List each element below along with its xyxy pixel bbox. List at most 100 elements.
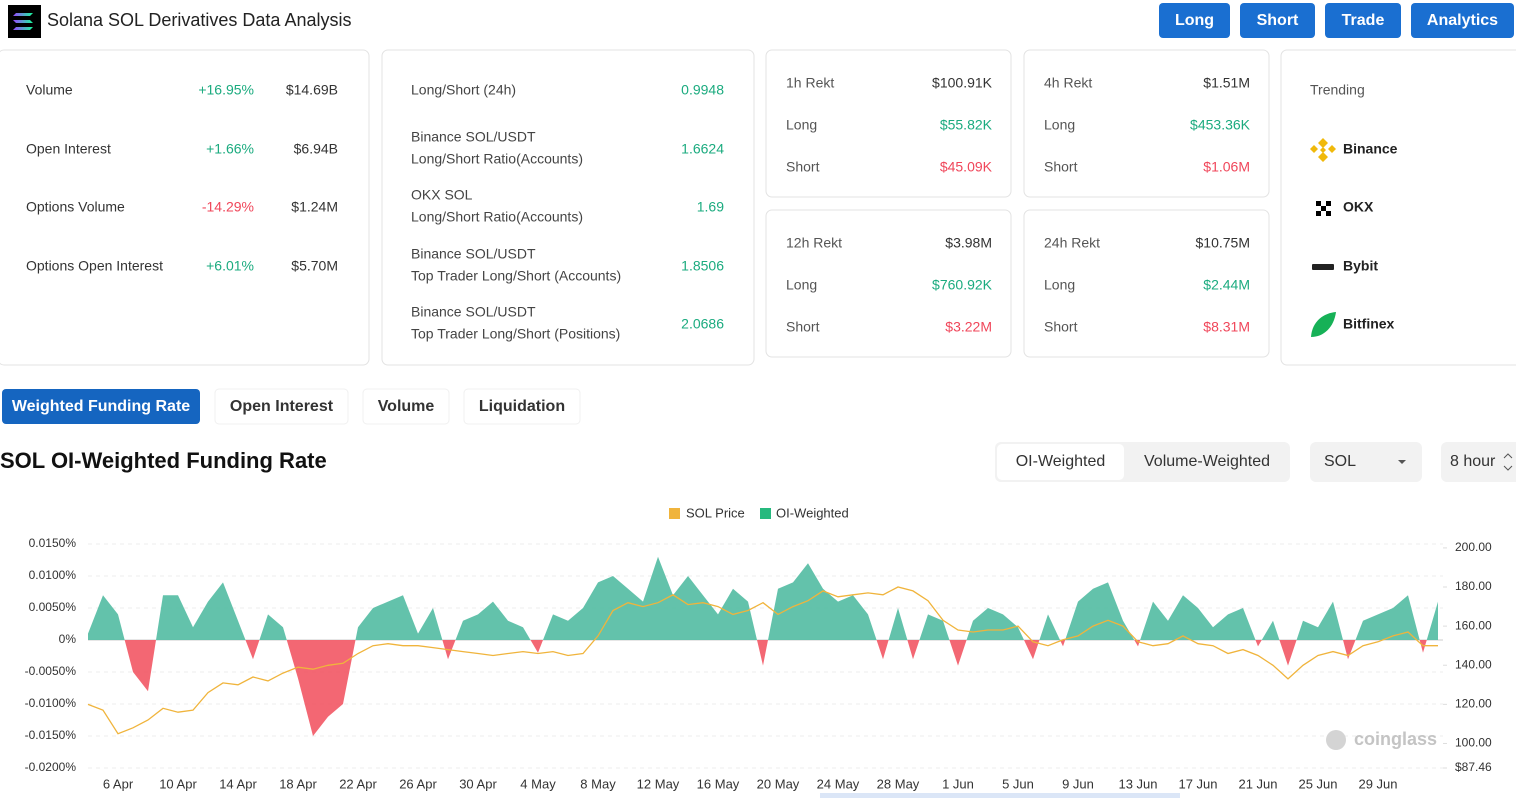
stat-value: $6.94B — [294, 141, 338, 157]
ratio-label: Top Trader Long/Short (Accounts) — [411, 268, 621, 284]
y2-tick-label: $87.46 — [1455, 760, 1492, 774]
legend-label[interactable]: SOL Price — [686, 505, 745, 520]
rekt-total: $1.51M — [1203, 75, 1250, 91]
ratio-label: OKX SOL — [411, 187, 473, 203]
toggle-option[interactable] — [997, 444, 1124, 480]
section-title: SOL OI-Weighted Funding Rate — [0, 448, 327, 473]
rekt-value: $3.22M — [945, 319, 992, 335]
rekt-total: $10.75M — [1196, 235, 1250, 251]
y2-tick-label: 200.00 — [1455, 540, 1492, 554]
tab-label: Weighted Funding Rate — [12, 398, 190, 415]
nav-button-label: Analytics — [1427, 12, 1498, 29]
y-tick-label: 0.0100% — [29, 568, 77, 582]
exchange-name: Bybit — [1343, 258, 1378, 274]
card — [1023, 209, 1270, 358]
stat-value: $5.70M — [291, 258, 338, 274]
x-tick-label: 28 May — [877, 776, 920, 791]
rekt-value: $45.09K — [940, 159, 993, 175]
x-tick-label: 26 Apr — [399, 776, 437, 791]
ratio-label: Long/Short Ratio(Accounts) — [411, 151, 583, 167]
rekt-label: Short — [786, 159, 820, 175]
y2-tick-label: 180.00 — [1455, 579, 1492, 593]
x-tick-label: 4 May — [520, 776, 556, 791]
y2-tick-label: 120.00 — [1455, 697, 1492, 711]
y-tick-label: 0% — [59, 632, 77, 646]
ratio-label: Long/Short Ratio(Accounts) — [411, 209, 583, 225]
stat-value: $1.24M — [291, 199, 338, 215]
x-tick-label: 29 Jun — [1358, 776, 1397, 791]
stat-label: Volume — [26, 82, 73, 98]
x-tick-label: 17 Jun — [1178, 776, 1217, 791]
exchange-name: Binance — [1343, 141, 1398, 157]
card — [381, 49, 755, 366]
ratio-label: Long/Short (24h) — [411, 82, 516, 98]
legend-swatch[interactable] — [760, 508, 771, 519]
rekt-label: Short — [1044, 319, 1078, 335]
nav-button[interactable] — [1159, 3, 1230, 38]
symbol-select[interactable] — [1310, 442, 1422, 482]
rekt-value: $2.44M — [1203, 277, 1250, 293]
stat-label: Open Interest — [26, 141, 111, 157]
toggle-label: Volume-Weighted — [1144, 453, 1270, 470]
stat-label: Options Open Interest — [26, 258, 163, 274]
exchange-name: Bitfinex — [1343, 316, 1395, 332]
y-tick-label: 0.0050% — [29, 600, 77, 614]
rekt-label: Long — [786, 277, 817, 293]
x-tick-label: 20 May — [757, 776, 800, 791]
nav-button[interactable] — [1240, 3, 1315, 38]
nav-button[interactable] — [1325, 3, 1401, 38]
tab[interactable] — [2, 389, 200, 424]
legend-label[interactable]: OI-Weighted — [776, 505, 849, 520]
x-tick-label: 16 May — [697, 776, 740, 791]
tab-label: Open Interest — [230, 398, 334, 415]
ratio-value: 0.9948 — [681, 82, 724, 98]
x-tick-label: 25 Jun — [1298, 776, 1337, 791]
card — [765, 209, 1012, 358]
y2-tick-label: 160.00 — [1455, 618, 1492, 632]
stat-label: Options Volume — [26, 199, 125, 215]
ui: Long Short Trade Analytics Volume +16.95% $14.… — [0, 3, 1516, 482]
y2-tick-label: 140.00 — [1455, 657, 1492, 671]
tab[interactable] — [463, 388, 581, 425]
rekt-label: Long — [786, 117, 817, 133]
x-tick-label: 1 Jun — [942, 776, 974, 791]
toggle-option[interactable] — [1126, 444, 1288, 480]
tab[interactable] — [362, 388, 450, 425]
watermark-icon — [1326, 730, 1346, 750]
y2-tick-label: 100.00 — [1455, 736, 1492, 750]
legend-swatch[interactable] — [669, 508, 680, 519]
symbol-value: SOL — [1324, 453, 1356, 470]
x-tick-label: 24 May — [817, 776, 860, 791]
rekt-value: $760.92K — [932, 277, 993, 293]
logo-mark — [13, 13, 33, 30]
ratio-value: 1.8506 — [681, 258, 724, 274]
tab[interactable] — [214, 388, 349, 425]
x-tick-label: 14 Apr — [219, 776, 257, 791]
stat-change: +1.66% — [206, 141, 254, 157]
card — [1023, 49, 1270, 198]
y-tick-label: -0.0150% — [25, 728, 77, 742]
card — [0, 49, 370, 366]
x-tick-label: 12 May — [637, 776, 680, 791]
exchange-icon — [1312, 264, 1334, 270]
y-tick-label: 0.0150% — [29, 536, 77, 550]
x-tick-label: 21 Jun — [1238, 776, 1277, 791]
toggle-label: OI-Weighted — [1016, 453, 1106, 470]
exchange-icon — [1311, 312, 1336, 337]
nav-button[interactable] — [1411, 3, 1514, 38]
interval-arrows — [1503, 453, 1513, 471]
nav-button-label: Trade — [1342, 12, 1385, 29]
tab-label: Volume — [378, 398, 435, 415]
card — [1280, 49, 1516, 366]
y-tick-label: -0.0100% — [25, 696, 77, 710]
tab-label: Liquidation — [479, 398, 565, 415]
page-title: Solana SOL Derivatives Data Analysis — [47, 10, 351, 30]
exchange-name: OKX — [1343, 199, 1374, 215]
exchange-icon — [1316, 201, 1331, 216]
interval-select[interactable] — [1441, 442, 1516, 482]
rekt-label: Short — [1044, 159, 1078, 175]
ratio-label: Binance SOL/USDT — [411, 129, 536, 145]
rekt-value: $1.06M — [1203, 159, 1250, 175]
y-tick-label: -0.0200% — [25, 760, 77, 774]
